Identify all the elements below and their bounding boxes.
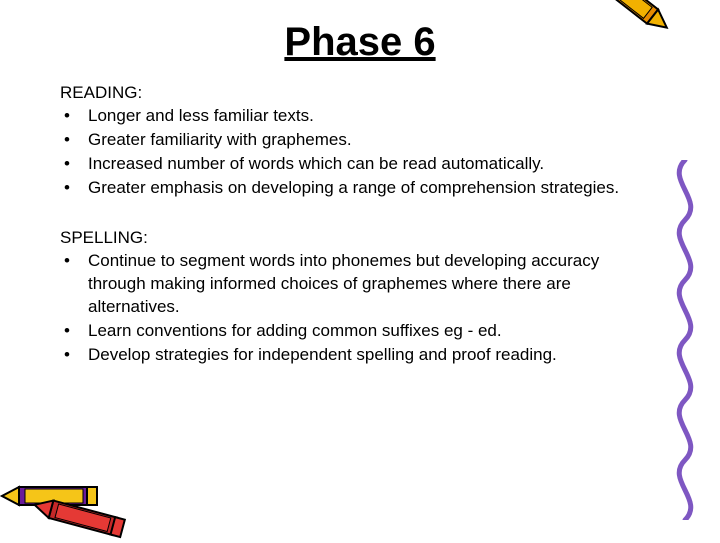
list-item-text: Greater emphasis on developing a range o… <box>88 177 660 200</box>
bullet-icon: • <box>60 344 88 367</box>
list-item: • Greater familiarity with graphemes. <box>60 129 660 152</box>
list-item: • Increased number of words which can be… <box>60 153 660 176</box>
list-item: • Learn conventions for adding common su… <box>60 320 660 343</box>
page-title: Phase 6 <box>60 20 660 65</box>
spelling-section: SPELLING: • Continue to segment words in… <box>60 228 660 367</box>
list-item-text: Increased number of words which can be r… <box>88 153 660 176</box>
list-item: • Longer and less familiar texts. <box>60 105 660 128</box>
list-item-text: Learn conventions for adding common suff… <box>88 320 660 343</box>
reading-list: • Longer and less familiar texts. • Grea… <box>60 105 660 200</box>
bullet-icon: • <box>60 153 88 176</box>
list-item: • Greater emphasis on developing a range… <box>60 177 660 200</box>
bullet-icon: • <box>60 105 88 128</box>
section-heading-spelling: SPELLING: <box>60 228 660 248</box>
spelling-list: • Continue to segment words into phoneme… <box>60 250 660 367</box>
list-item-text: Continue to segment words into phonemes … <box>88 250 660 319</box>
crayon-icon <box>28 492 131 543</box>
list-item: • Develop strategies for independent spe… <box>60 344 660 367</box>
bullet-icon: • <box>60 320 88 343</box>
list-item-text: Greater familiarity with graphemes. <box>88 129 660 152</box>
section-heading-reading: READING: <box>60 83 660 103</box>
list-item-text: Longer and less familiar texts. <box>88 105 660 128</box>
list-item-text: Develop strategies for independent spell… <box>88 344 660 367</box>
bullet-icon: • <box>60 177 88 200</box>
list-item: • Continue to segment words into phoneme… <box>60 250 660 319</box>
crayon-icon <box>0 482 105 510</box>
bullet-icon: • <box>60 250 88 319</box>
squiggle-icon <box>660 160 710 520</box>
slide: Phase 6 READING: • Longer and less famil… <box>0 0 720 540</box>
bullet-icon: • <box>60 129 88 152</box>
reading-section: READING: • Longer and less familiar text… <box>60 83 660 200</box>
